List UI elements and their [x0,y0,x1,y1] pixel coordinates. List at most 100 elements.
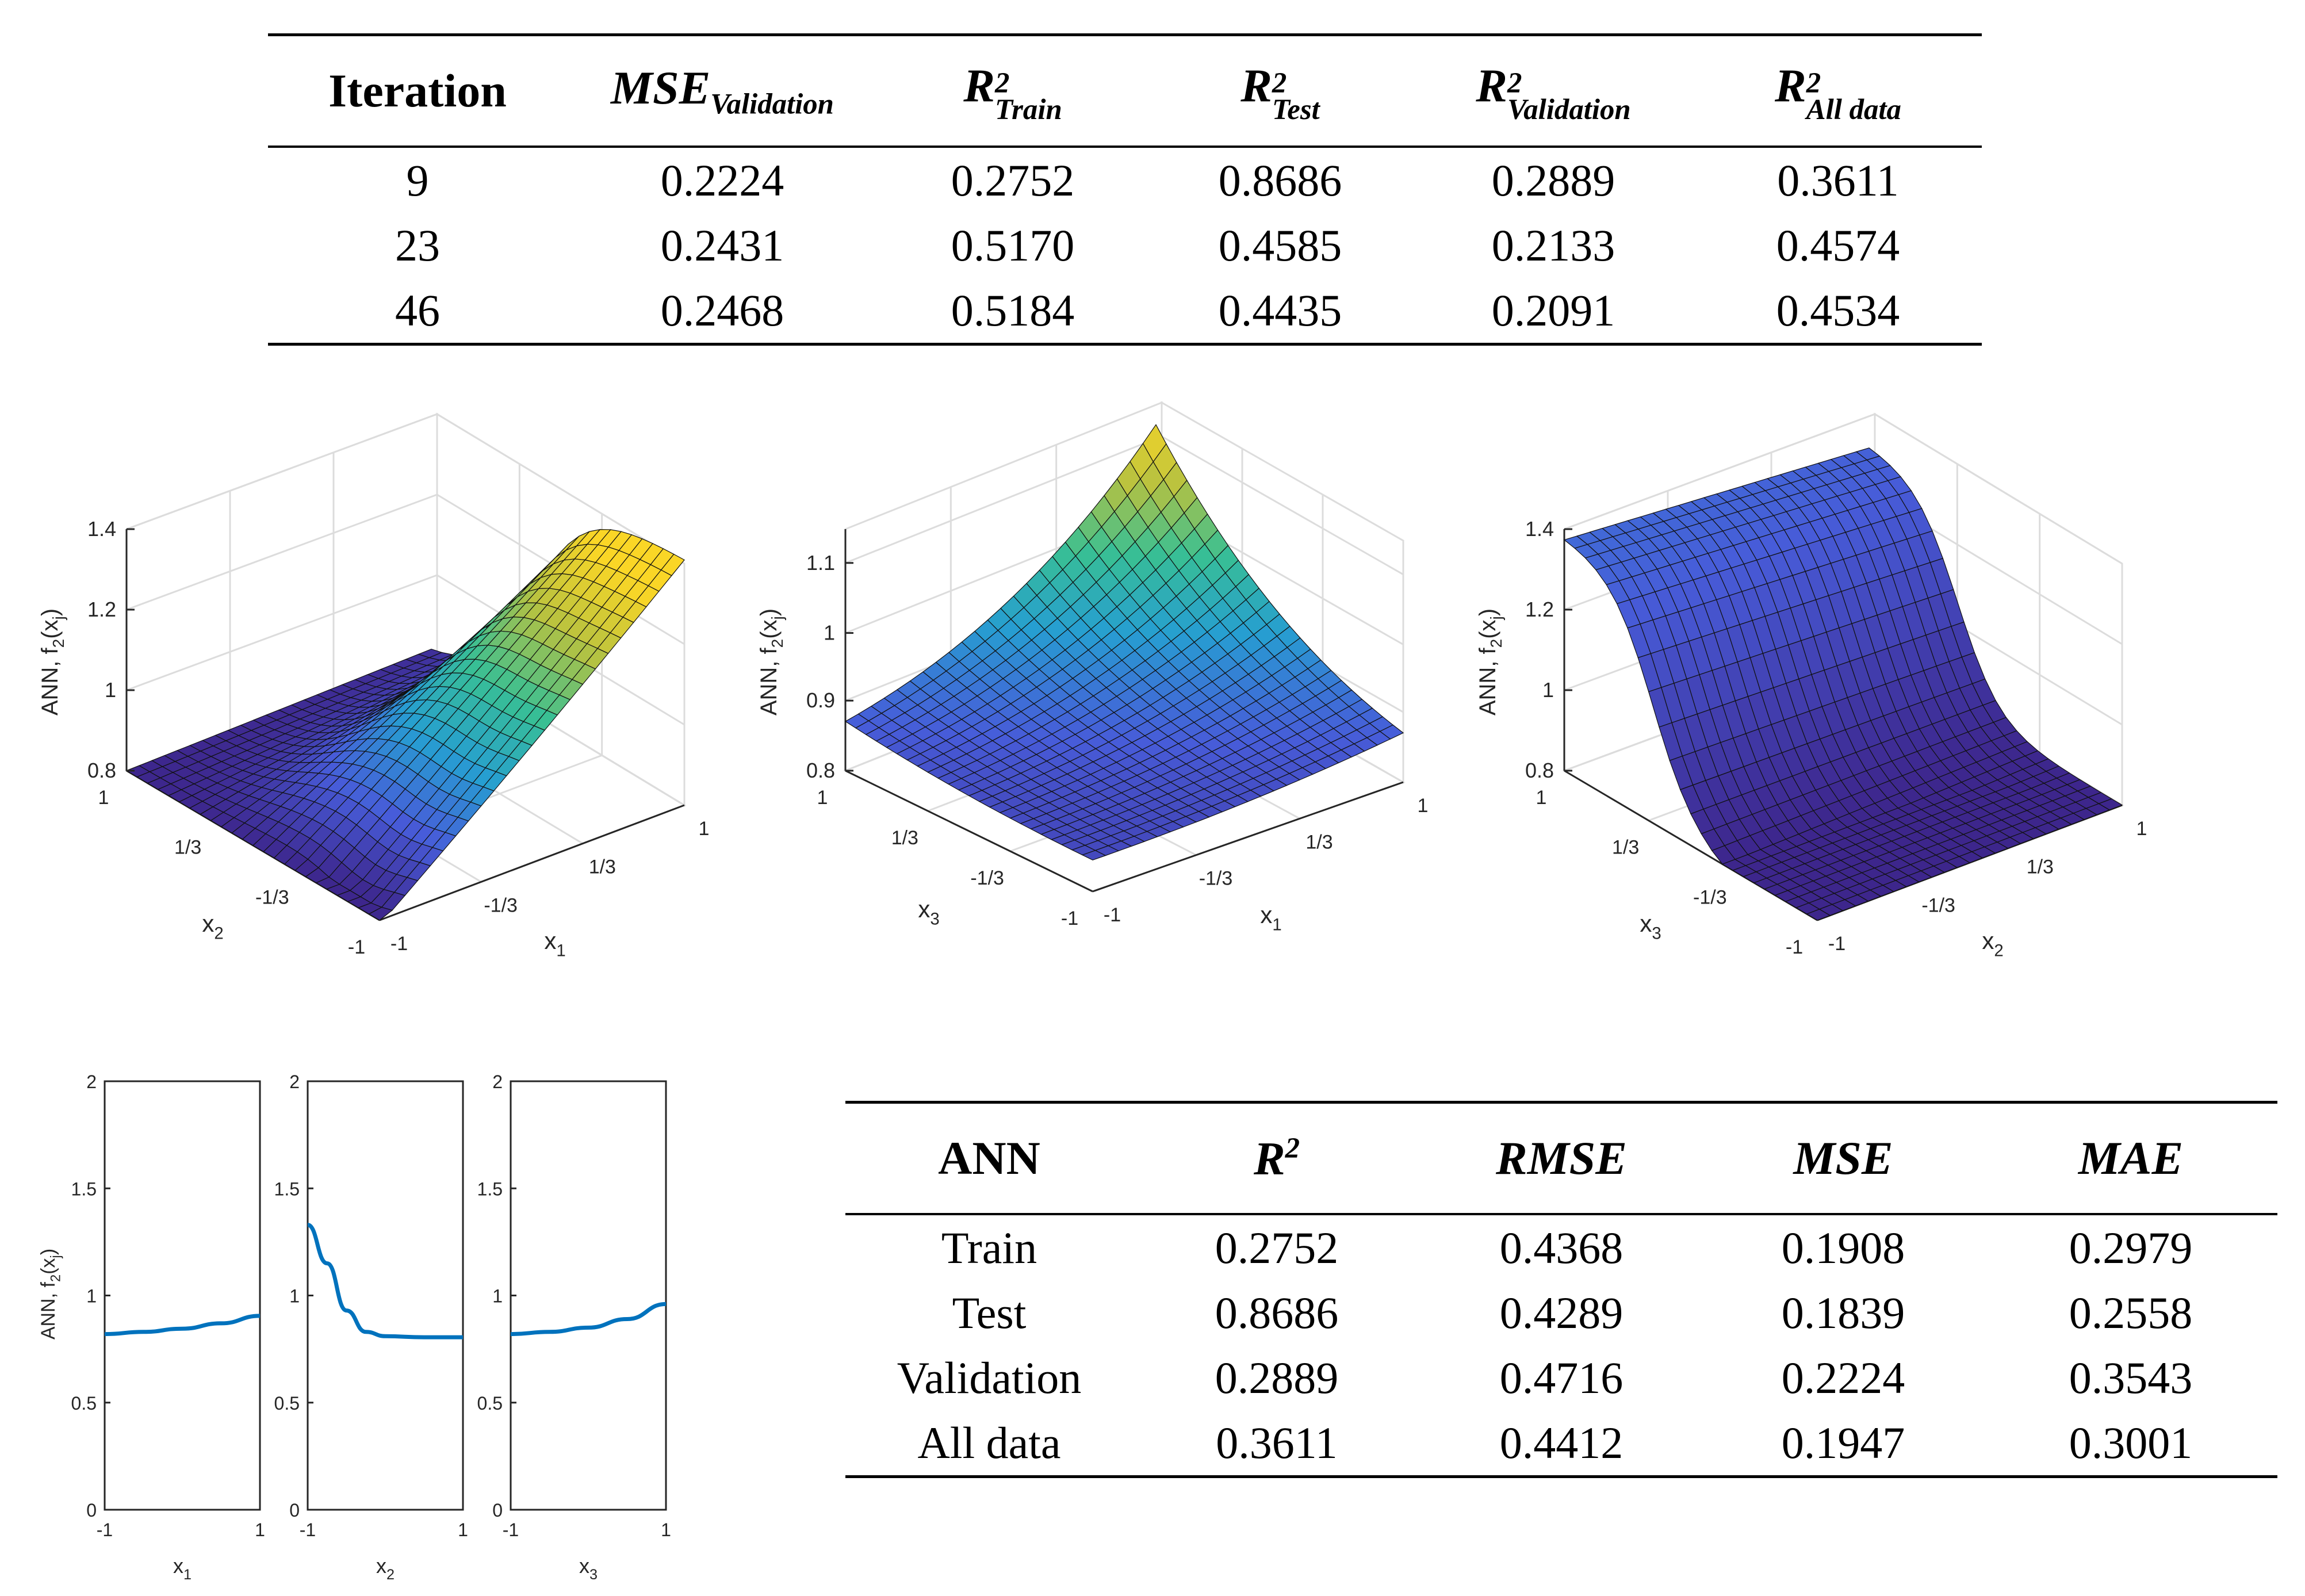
x-tick-label: 1 [255,1520,265,1540]
table-cell: 0.2431 [660,220,784,270]
table-cell: 0.4435 [1218,285,1342,335]
y-tick-label: 1.5 [71,1178,97,1199]
y-tick-label: 0 [492,1500,503,1521]
y-tick-label: -1 [1061,908,1078,929]
y-tick-label: -1/3 [255,886,289,908]
surface-mesh [844,424,1404,861]
x-tick-label: 1/3 [2027,856,2054,878]
x-tick-label: 1 [661,1520,671,1540]
x-axis-label: x2 [1982,927,2003,960]
y-tick-label: 0.5 [477,1393,503,1414]
z-tick-label: 0.9 [806,688,835,712]
y-tick-label: 1 [86,1286,97,1307]
table-header-row: Iteration MSEValidation R 2 Train R 2 Test R… [268,35,1982,148]
table-row: 23 0.2431 0.5170 0.4585 0.2133 0.4574 [268,213,1982,278]
z-tick-label: 1 [1542,678,1554,702]
x-tick-label: 1 [699,818,710,840]
grid-line [1564,413,2123,565]
surface-patch [660,553,685,576]
table-cell: 0.3611 [1777,155,1899,205]
x-tick-label: -1 [1828,933,1845,955]
y-tick-label: 1.5 [477,1178,503,1199]
table-header-row: ANN R2 RMSE MSE MAE [845,1102,2277,1215]
table-cell: 0.2979 [2069,1222,2193,1273]
table-cell: 0.2752 [951,155,1075,205]
y-tick-label: 1.5 [274,1178,300,1199]
y-axis [845,770,1093,893]
table-cell: 0.3543 [2069,1352,2193,1403]
surface-plot-2: 0.8 0.9 1 1.1 ANN, f2(xj) 1 1/3 -1/3 -1 -1 -1/3 1/3… [756,401,1429,935]
table-cell: 0.4574 [1776,220,1900,270]
table-cell: 0.5170 [951,220,1075,270]
table-row: 9 0.2224 0.2752 0.8686 0.2889 0.3611 [268,147,1982,213]
metrics-table: ANN R2 RMSE MSE MAE Train 0.2752 0.4368 … [845,1101,2277,1478]
table-cell: 23 [395,220,440,270]
y-tick-label: -1 [1786,936,1803,958]
table-cell: 0.8686 [1215,1287,1339,1338]
table-cell: 0.4534 [1776,285,1900,335]
x-axis-label: x1 [1260,901,1281,935]
table-cell: 0.4289 [1499,1287,1624,1338]
y-axis-label: x3 [1640,910,1661,943]
col-header-mae: MAE [1984,1102,2277,1215]
x-tick-label: 1 [1418,795,1429,817]
y-tick-label: 0 [86,1500,97,1521]
y-tick-label: 2 [492,1071,503,1092]
plot-frame [104,1080,261,1511]
x-tick-label: 1 [458,1520,468,1540]
x-axis-label: x1 [173,1554,192,1583]
table-cell: 0.1947 [1781,1417,1905,1468]
z-tick-label: 0.8 [1525,759,1554,782]
col-header-mse-validation: MSEValidation [567,35,878,148]
y-tick-label: 1/3 [891,827,918,849]
series-line [307,1223,463,1339]
col-header-r2: R2 [1133,1102,1420,1215]
line-plot-1: 0 0.5 1 1.5 2 -1 1 x1 [71,1071,265,1583]
x-tick-label: -1 [390,933,408,955]
series-line [104,1314,261,1337]
plot-frame [510,1080,667,1511]
table-cell: 0.4412 [1499,1417,1624,1468]
table-row: Train 0.2752 0.4368 0.1908 0.2979 [845,1214,2277,1280]
table-cell: All data [917,1417,1061,1468]
table-cell: 0.2468 [660,285,784,335]
plot-frame [307,1080,464,1511]
y-axis-label: x3 [918,895,939,929]
table-cell: 0.2889 [1491,155,1615,205]
table-cell: 0.2558 [2069,1287,2193,1338]
col-header-ann: ANN [845,1102,1133,1215]
x-tick-label: 1/3 [589,856,616,878]
grid-line [126,574,685,726]
surface-patch [2098,798,2123,810]
series-line [510,1302,667,1337]
x-tick-label: -1 [1104,904,1121,926]
table-cell: 0.2889 [1215,1352,1339,1403]
y-tick-label: 1/3 [1612,837,1639,859]
x-axis [1092,781,1404,893]
table-cell: Validation [897,1352,1082,1403]
table-cell: 0.4716 [1499,1352,1624,1403]
col-header-r2-test: R 2 Test [1148,35,1412,148]
z-tick-label: 1.1 [806,551,835,575]
y-tick-label: 2 [289,1071,300,1092]
table-cell: 0.1839 [1781,1287,1905,1338]
x-axis-label: x1 [544,927,565,960]
y-tick-label: 1/3 [174,837,201,859]
col-header-r2-validation: R 2 Validation [1412,35,1694,148]
table-cell: 0.3001 [2069,1417,2193,1468]
y-tick-label: 1 [289,1286,300,1307]
y-tick-label: 1 [817,787,828,809]
z-axis-label: ANN, f2(xj) [1475,608,1505,715]
x-tick-label: -1/3 [1199,868,1233,890]
table-cell: 0.3611 [1216,1417,1338,1468]
col-header-iteration: Iteration [268,35,567,148]
y-tick-label: 2 [86,1071,97,1092]
z-tick-label: 1.4 [87,517,116,541]
table-cell: 0.1908 [1781,1222,1905,1273]
y-tick-label: 1 [98,787,109,809]
table-cell: 0.2752 [1215,1222,1339,1273]
y-tick-label: -1/3 [970,867,1004,889]
x-tick-label: -1 [97,1520,113,1540]
y-tick-label: 0.5 [71,1393,97,1414]
